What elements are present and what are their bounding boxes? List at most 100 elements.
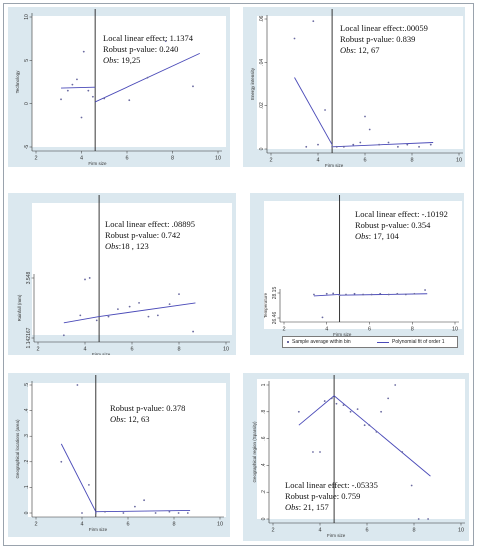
y-tick-label: 1 (261, 383, 267, 386)
data-point (91, 95, 94, 98)
legend-line-icon (377, 342, 389, 343)
linear-effect-label: Local linear effect: .08895 (105, 219, 195, 229)
y-tick-label: 28.15 (272, 287, 278, 300)
data-point (81, 512, 83, 514)
data-point (362, 293, 364, 296)
data-point (406, 143, 409, 146)
y-tick-label: 0 (24, 102, 30, 105)
data-point (138, 301, 140, 304)
data-point (342, 404, 345, 406)
data-point (297, 410, 300, 413)
x-tick-label: 10 (217, 522, 223, 528)
data-point (168, 510, 171, 513)
panel-geographical-locations: 2 4 6 8 10 0 .1 .2 .3 .4 .5 Firm size Geographical l… (8, 373, 230, 537)
y-axis-label: Technology (15, 70, 20, 94)
data-point (66, 89, 69, 92)
data-point (332, 292, 335, 295)
fit-line-right (339, 293, 428, 296)
x-tick-label: 6 (365, 528, 368, 534)
y-tick-label: .5 (24, 383, 30, 387)
data-point (331, 145, 333, 148)
y-tick-label: .02 (259, 102, 265, 109)
y-tick-label: 0 (24, 511, 30, 514)
fit-line-left (60, 443, 97, 512)
data-point (363, 424, 366, 427)
x-tick-label: 6 (125, 156, 128, 162)
data-point (80, 116, 83, 119)
figure-frame (3, 3, 474, 546)
data-point (424, 289, 426, 291)
linear-effect-label: Local linear effect: -.10192 (355, 209, 448, 219)
x-axis-label: Firm size (333, 332, 352, 337)
chart-geographical-locations: 2 4 6 8 10 0 .1 .2 .3 .4 .5 Firm size Geographical l… (15, 375, 224, 532)
fit-line-left (313, 294, 340, 297)
data-point (134, 505, 136, 508)
data-point (82, 50, 85, 53)
y-tick-label: .8 (261, 409, 267, 413)
data-point (147, 315, 150, 318)
data-point (192, 85, 194, 88)
data-point (305, 145, 308, 148)
fit-line-left (63, 316, 100, 324)
x-tick-label: 4 (318, 528, 321, 534)
data-point (186, 512, 189, 514)
data-point (429, 143, 432, 146)
annotation-block: Local linear effect: -.10192 Robust p-va… (355, 209, 448, 242)
fit-line-left (61, 86, 96, 89)
fit-line-right (99, 302, 196, 318)
data-point (107, 315, 110, 318)
obs-label: Obs: 12, 63 (110, 414, 150, 424)
x-tick-label: 8 (410, 158, 413, 164)
x-tick-label: 2 (34, 156, 37, 162)
x-axis-label: Firm size (92, 352, 111, 355)
x-tick-label: 6 (126, 522, 129, 528)
y-axis-label: Temperature (263, 292, 268, 318)
y-axis-label: Energy intensity (250, 67, 255, 100)
y-axis-label: Geographical locations (area) (15, 419, 20, 479)
y-tick-label: .4 (24, 408, 30, 412)
data-point (427, 518, 429, 520)
data-point (323, 400, 326, 402)
robust-pvalue-label: Robust p-value: 0.354 (355, 220, 431, 230)
data-point (380, 410, 382, 413)
fit-line-right (95, 509, 191, 513)
chart-technology: 2 4 6 8 10 -5 0 5 10 Firm size Technology (15, 9, 222, 166)
y-tick-label: .04 (259, 59, 265, 66)
robust-pvalue-label: Robust p-value: 0.839 (340, 34, 416, 44)
y-tick-label: .1 (24, 485, 30, 489)
y-axis-label: Geographical region (Sparsity) (252, 421, 257, 483)
data-point (342, 145, 345, 148)
legend-line-label: Polynomial fit of order 1 (392, 339, 445, 345)
chart-geographical-region: 2 4 6 8 10 0 .2 .4 .6 .8 1 Firm size Geographical re… (252, 375, 465, 538)
data-point (317, 143, 319, 146)
linear-effect-label: Local linear effect: -.05335 (285, 480, 378, 490)
data-point (293, 37, 296, 40)
data-point (88, 277, 91, 279)
linear-effect-label: Local linear effect:.00059 (340, 23, 428, 33)
data-point (128, 305, 131, 308)
data-point (104, 510, 106, 513)
annotation-block: Robust p-value: 0.378 Obs: 12, 63 (110, 403, 185, 425)
data-point (387, 397, 390, 400)
data-point (312, 451, 314, 453)
x-axis-label: Firm size (88, 161, 107, 166)
linear-effect-label: Local linear effect: 1.1374 (103, 33, 193, 43)
data-point (404, 293, 407, 296)
data-point (335, 402, 338, 405)
chart-energy-intensity: 2 4 6 8 10 0 .02 .04 .06 Firm size Energy intensit… (250, 9, 463, 167)
y-tick-label: 1.142167 (26, 327, 32, 348)
x-axis-label: Firm size (325, 163, 344, 167)
y-tick-label: .06 (259, 15, 265, 22)
data-point (325, 292, 328, 295)
data-point (103, 97, 106, 100)
obs-label: Obs: 19,25 (103, 55, 141, 65)
data-point (95, 319, 98, 322)
data-point (359, 141, 362, 144)
data-point (417, 518, 420, 520)
chart-rainfall: 2 4 6 8 10 1.142167 3.548 Firm size Rainfall (mm… (17, 195, 230, 355)
data-point (338, 294, 341, 297)
legend-marker-icon (287, 341, 289, 343)
y-tick-label: 10 (24, 14, 30, 20)
y-tick-label: 26.46 (272, 312, 278, 325)
annotation-block: Local linear effect: 1.1374 Robust p-val… (103, 33, 193, 66)
